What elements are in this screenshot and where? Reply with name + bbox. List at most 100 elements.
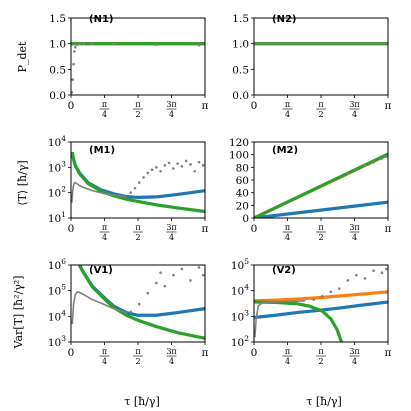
x-tick-label: 4 [285, 233, 290, 242]
y-tick-label: 1.0 [232, 39, 249, 51]
data-point [172, 167, 175, 170]
data-point [363, 277, 367, 280]
data-point [197, 160, 201, 164]
x-tick-label: 3π [166, 100, 176, 109]
x-tick-label: 3π [166, 347, 176, 356]
data-point [338, 287, 341, 290]
x-tick-label: π [318, 100, 323, 109]
data-point [91, 42, 94, 45]
x-tick-label: 2 [135, 110, 140, 119]
data-point [180, 164, 184, 168]
x-tick-label: π [285, 100, 290, 109]
data-point [193, 169, 196, 173]
data-point [172, 273, 175, 277]
x-tick-label: 4 [285, 357, 290, 366]
x-tick-label: 4 [352, 357, 357, 366]
data-point [71, 91, 74, 94]
series-line [254, 152, 388, 218]
data-point [346, 279, 350, 282]
data-point [137, 302, 141, 306]
xlabel-left: τ [ħ/γ] [124, 395, 160, 408]
data-point [312, 298, 316, 301]
series-line [71, 291, 127, 325]
y-tick-label: 0.0 [49, 90, 66, 102]
panel-label-v2: (V2) [272, 265, 296, 276]
data-point [129, 310, 133, 314]
y-tick-label: 20 [236, 200, 249, 212]
series-line [254, 300, 306, 338]
x-tick-label: 4 [169, 357, 174, 366]
x-tick-label: π [135, 223, 140, 232]
x-tick-label: 3π [349, 223, 359, 232]
series-line [71, 181, 127, 203]
panel-label-n1: (N1) [89, 14, 113, 25]
data-point [346, 172, 350, 175]
x-tick-label: 3π [166, 223, 176, 232]
x-tick-label: π [385, 223, 392, 235]
data-point [189, 279, 192, 282]
x-tick-label: 3π [349, 347, 359, 356]
data-point [180, 267, 184, 271]
series-group [71, 265, 205, 340]
data-point [155, 281, 158, 285]
y-tick-label: 102 [48, 185, 66, 200]
x-tick-label: 4 [285, 110, 290, 119]
data-point [167, 161, 171, 165]
y-tick-label: 0.0 [232, 90, 249, 102]
ylabel-mean-time: ⟨T⟩ [ħ/γ] [16, 160, 29, 205]
x-tick-label: π [202, 347, 209, 359]
data-point [329, 290, 333, 294]
data-point [184, 159, 188, 163]
axes-frame [70, 264, 206, 343]
data-point [137, 181, 141, 184]
data-point [380, 271, 384, 275]
y-tick-label: 1.5 [49, 13, 66, 25]
y-tick-label: 60 [236, 175, 249, 187]
ylabel-pdet: P_det [16, 41, 29, 72]
x-tick-label: 0 [68, 100, 75, 112]
data-point [72, 62, 75, 66]
y-tick-label: 105 [231, 257, 249, 272]
data-point [142, 176, 145, 179]
y-tick-label: 104 [231, 283, 249, 298]
xlabel-right: τ [ħ/γ] [306, 395, 342, 408]
data-point [112, 42, 115, 46]
data-point [129, 191, 133, 194]
x-tick-label: π [385, 347, 392, 359]
data-point [159, 271, 162, 275]
x-tick-label: 2 [318, 110, 323, 119]
panel-label-v1: (V1) [89, 265, 113, 276]
data-point [320, 295, 324, 298]
series-group [71, 42, 205, 94]
x-tick-label: π [385, 100, 392, 112]
axes-frame [253, 17, 389, 96]
x-tick-label: 0 [68, 347, 75, 359]
x-tick-label: 4 [169, 110, 174, 119]
data-point [380, 157, 384, 160]
x-tick-label: π [285, 223, 290, 232]
data-point [73, 45, 77, 49]
y-tick-label: 100 [229, 150, 249, 162]
x-tick-label: 4 [352, 233, 357, 242]
x-tick-label: 0 [251, 223, 258, 235]
panel-label-m1: (M1) [89, 145, 115, 156]
x-tick-label: 4 [169, 233, 174, 242]
data-point [146, 291, 150, 295]
y-tick-label: 80 [236, 162, 249, 174]
data-point [155, 166, 158, 169]
axes-frame [70, 17, 206, 96]
ylabel-variance: Var[T] [ħ²/γ²] [12, 276, 25, 350]
data-point [82, 42, 86, 45]
x-tick-label: π [135, 347, 140, 356]
x-tick-label: π [202, 100, 209, 112]
x-tick-label: 4 [102, 110, 107, 119]
x-tick-label: π [202, 223, 209, 235]
series-group [254, 267, 388, 342]
x-tick-label: 0 [251, 100, 258, 112]
data-point [372, 269, 375, 272]
data-point [71, 78, 75, 81]
